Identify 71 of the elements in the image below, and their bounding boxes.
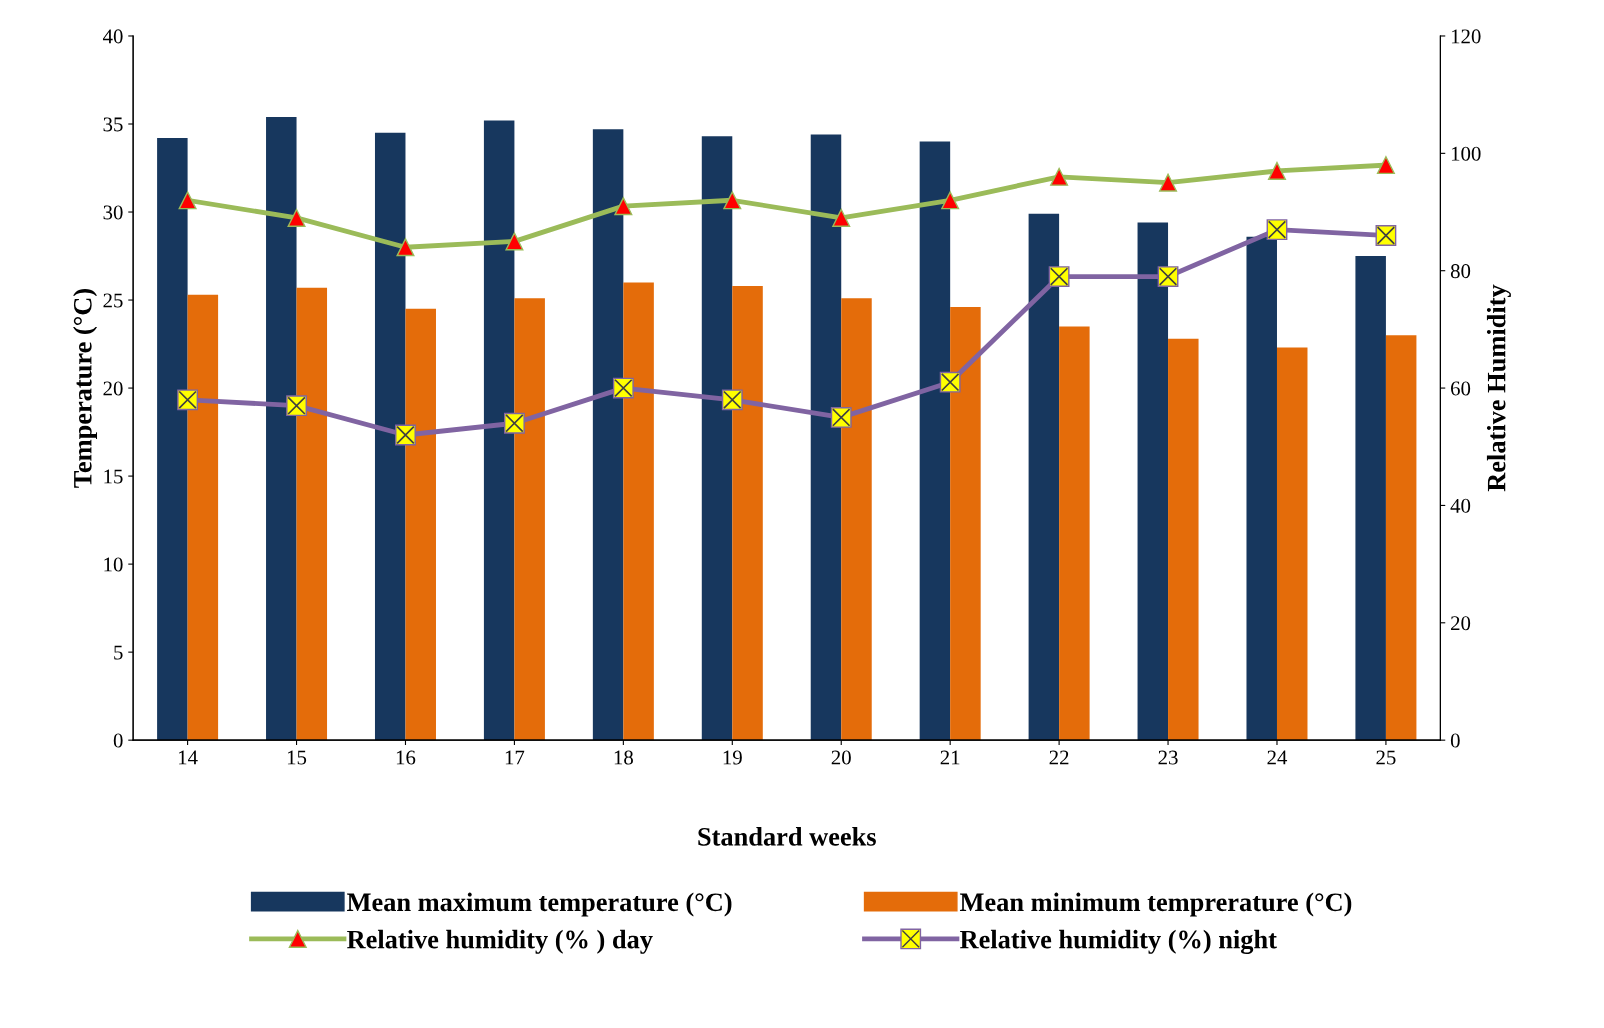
bar [1385,335,1417,741]
bar [266,116,297,741]
y2-tick-label: 60 [1451,381,1471,396]
y2-axis-title: Relative Humidity [1486,284,1511,492]
y2-tick-label: 100 [1451,146,1481,161]
x-tick-label: 17 [505,750,525,765]
y2-tick-label: 120 [1451,29,1481,44]
bar [1276,347,1308,741]
y-tick-label: 30 [103,205,123,220]
point [505,232,524,251]
bar [919,141,951,741]
bar [623,282,654,741]
point [723,191,742,210]
bar [514,298,545,741]
point [941,191,960,210]
x-tick-label: 22 [1049,750,1069,765]
y-tick-label: 15 [104,469,123,484]
bar [950,307,981,741]
bar [1137,222,1169,741]
y-tick-label: 10 [104,557,123,572]
y-tick-label: 20 [103,381,123,396]
bar [296,287,328,741]
bar [841,298,872,741]
bar [187,294,219,741]
bar [405,308,436,741]
bar [732,285,763,741]
x-tick-label: 18 [614,750,633,765]
bar [1028,213,1060,741]
bar [592,129,624,741]
point [1159,173,1178,192]
x-tick-label: 14 [179,750,198,765]
point [396,238,415,257]
point [1050,167,1069,186]
legend-label: Relative humidity (% ) day [347,929,653,954]
x-tick-label: 23 [1158,750,1178,765]
point [614,197,633,216]
y2-tick-label: 40 [1450,498,1471,513]
bar [374,132,406,741]
y2-tick-label: 0 [1450,733,1460,748]
bar [701,136,733,741]
bar [1246,236,1277,741]
bar [1059,326,1090,741]
point [178,191,197,210]
y-tick-label: 5 [114,645,123,660]
bar [483,120,515,741]
bar [1168,338,1199,741]
legend-label: Relative humidity (%) night [959,929,1277,954]
x-axis-title: Standard weeks [698,827,876,846]
y-tick-label: 40 [102,29,123,44]
y-tick-label: 25 [103,293,123,308]
legend-label: Mean minimum temprerature (°C) [959,892,1352,917]
point [1376,156,1395,175]
y2-tick-label: 20 [1451,616,1471,631]
bar [810,134,842,741]
bar [1355,256,1386,741]
y-axis-title: Temperature (°C) [73,289,98,488]
x-tick-label: 16 [396,750,416,765]
legend-label: Mean maximum temperature (°C) [347,892,732,917]
y2-tick-label: 80 [1450,264,1471,279]
point [287,208,306,227]
x-tick-label: 19 [723,750,742,765]
x-tick-label: 20 [831,750,851,765]
x-tick-label: 21 [940,750,960,765]
y-tick-label: 35 [103,117,123,132]
x-tick-label: 25 [1376,750,1396,765]
x-tick-label: 24 [1267,750,1288,765]
point [832,208,851,227]
point [1267,161,1287,180]
x-tick-label: 15 [287,750,307,765]
bar [157,138,188,741]
y-tick-label: 0 [113,733,123,748]
